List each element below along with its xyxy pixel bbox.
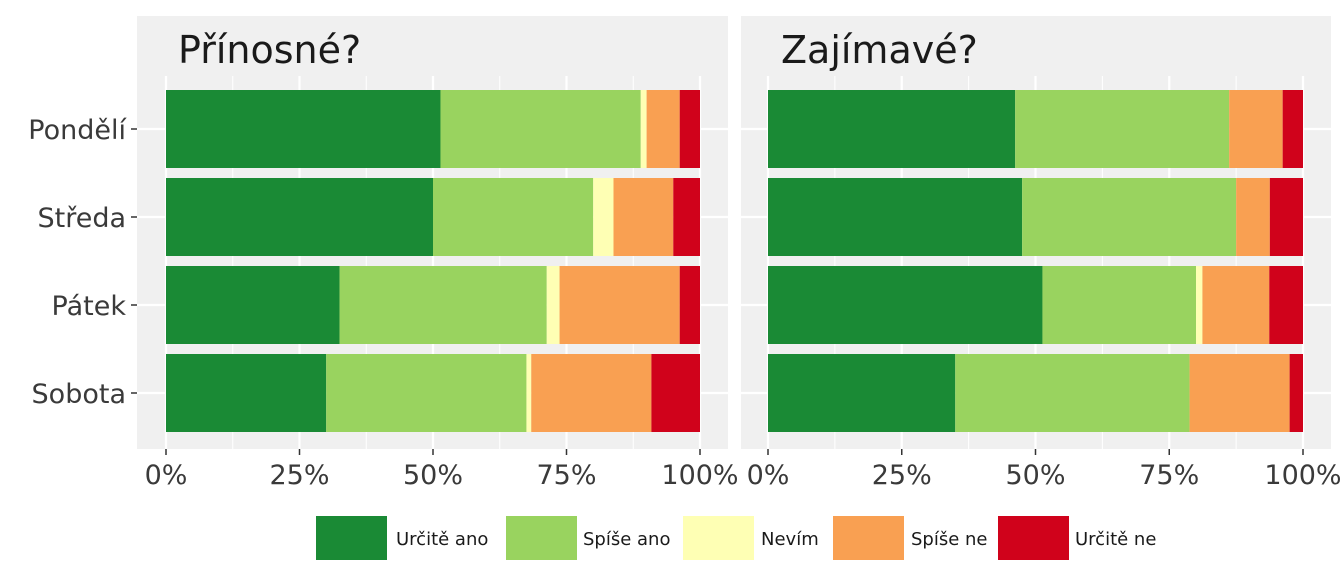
x-tick-label: 50%	[1005, 460, 1065, 491]
bar-segment-spíše-ne	[531, 354, 652, 432]
x-tick-label: 25%	[872, 460, 932, 491]
legend-key	[833, 516, 904, 560]
legend-key	[506, 516, 577, 560]
bar-segment-spíše-ano	[326, 354, 527, 432]
x-tick-label: 50%	[403, 460, 463, 491]
bar-segment-určitě-ano	[166, 178, 433, 256]
bar-segment-nevím	[546, 266, 560, 344]
legend: Určitě ano Spíše ano Nevím Spíše ne Určitě n…	[316, 516, 1156, 560]
panel-title: Zajímavé?	[781, 28, 978, 72]
category-label: Sobota	[32, 379, 126, 410]
bar-segment-spíše-ne	[1236, 178, 1270, 256]
bar-segment-určitě-ano	[166, 90, 441, 168]
legend-key	[316, 516, 387, 560]
bar-segment-spíše-ano	[1042, 266, 1196, 344]
legend-label: Spíše ne	[911, 529, 988, 550]
x-tick-label: 100%	[1264, 460, 1341, 491]
panel-title: Přínosné?	[178, 28, 361, 72]
bar-segment-spíše-ne	[1202, 266, 1270, 344]
bar-segment-určitě-ano	[768, 266, 1043, 344]
panel-2: Zajímavé? 0% 25% 50% 75% 100%	[741, 16, 1342, 491]
legend-label: Určitě ne	[1075, 529, 1156, 550]
legend-label: Spíše ano	[583, 529, 670, 550]
category-label: Pátek	[52, 291, 127, 322]
x-tick-label: 0%	[145, 460, 188, 491]
bar-segment-určitě-ano	[768, 354, 956, 432]
bar-segment-určitě-ne	[673, 178, 700, 256]
bar-segment-spíše-ano	[1022, 178, 1237, 256]
bar-segment-určitě-ne	[679, 90, 700, 168]
bar-segment-určitě-ano	[166, 354, 327, 432]
bar-segment-spíše-ne	[1189, 354, 1290, 432]
bar-segment-určitě-ano	[768, 178, 1023, 256]
legend-key	[998, 516, 1069, 560]
bar-segment-spíše-ne	[613, 178, 674, 256]
x-tick-label: 100%	[661, 460, 738, 491]
bar-segment-spíše-ne	[1229, 90, 1283, 168]
legend-key	[683, 516, 754, 560]
bar-segment-určitě-ne	[651, 354, 700, 432]
legend-label: Nevím	[761, 529, 819, 550]
bar-segment-určitě-ne	[1269, 266, 1303, 344]
bar-segment-spíše-ano	[433, 178, 594, 256]
bar-segment-určitě-ne	[1289, 354, 1303, 432]
bar-segment-nevím	[1196, 266, 1203, 344]
bar-segment-spíše-ano	[955, 354, 1190, 432]
bar-segment-spíše-ano	[440, 90, 641, 168]
category-label: Pondělí	[28, 115, 127, 146]
x-tick-label: 75%	[1139, 460, 1199, 491]
panel-1: Přínosné? 0% 25% 50% 75% 100%	[137, 16, 739, 491]
bar-segment-nevím	[593, 178, 614, 256]
bar-segment-spíše-ne	[559, 266, 680, 344]
category-label: Středa	[37, 203, 126, 234]
bar-segment-nevím	[640, 90, 647, 168]
bar-segment-spíše-ano	[1015, 90, 1230, 168]
bar-segment-určitě-ne	[1269, 178, 1303, 256]
bar-segment-určitě-ne	[679, 266, 700, 344]
bar-segment-nevím	[526, 354, 532, 432]
x-tick-label: 0%	[747, 460, 790, 491]
bar-segment-spíše-ano	[339, 266, 547, 344]
x-tick-label: 75%	[536, 460, 596, 491]
bar-segment-určitě-ano	[166, 266, 340, 344]
x-tick-label: 25%	[269, 460, 329, 491]
bar-segment-určitě-ano	[768, 90, 1016, 168]
bar-segment-spíše-ne	[646, 90, 680, 168]
bar-segment-určitě-ne	[1282, 90, 1303, 168]
legend-label: Určitě ano	[396, 529, 488, 550]
